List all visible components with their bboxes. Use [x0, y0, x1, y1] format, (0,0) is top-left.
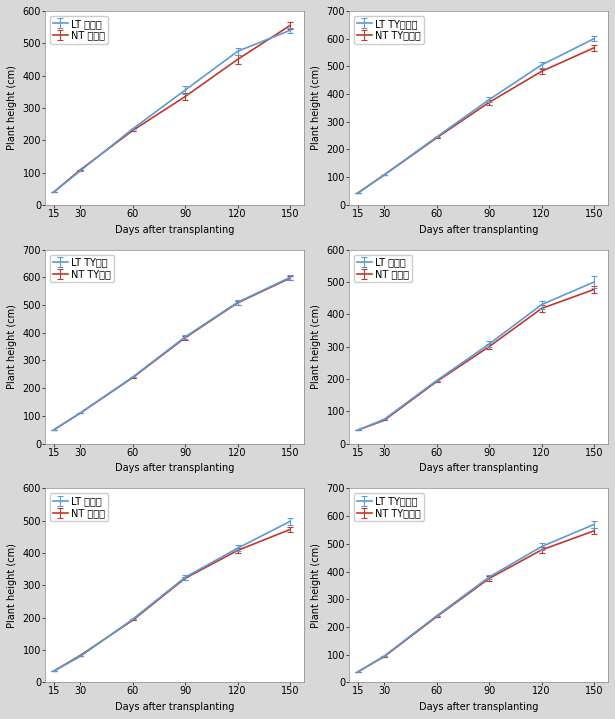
X-axis label: Days after transplanting: Days after transplanting: [419, 224, 538, 234]
Legend: LT 미니쳯, NT 미니쳯: LT 미니쳯, NT 미니쳯: [50, 16, 108, 44]
Y-axis label: Plant height (cm): Plant height (cm): [311, 304, 321, 389]
Y-axis label: Plant height (cm): Plant height (cm): [311, 543, 321, 628]
Legend: LT 유니켈, NT 유니켈: LT 유니켈, NT 유니켈: [354, 255, 413, 283]
Legend: LT 연폴핀, NT 연폴핀: LT 연폴핀, NT 연폴핀: [50, 493, 108, 521]
X-axis label: Days after transplanting: Days after transplanting: [115, 224, 234, 234]
Legend: LT TY카욤, NT TY카욤: LT TY카욤, NT TY카욤: [50, 255, 114, 283]
X-axis label: Days after transplanting: Days after transplanting: [115, 702, 234, 712]
X-axis label: Days after transplanting: Days after transplanting: [115, 463, 234, 473]
Y-axis label: Plant height (cm): Plant height (cm): [7, 65, 17, 150]
Y-axis label: Plant height (cm): Plant height (cm): [7, 304, 17, 389]
Legend: LT TY하이큐, NT TY하이큐: LT TY하이큐, NT TY하이큐: [354, 16, 424, 44]
Y-axis label: Plant height (cm): Plant height (cm): [311, 65, 321, 150]
X-axis label: Days after transplanting: Days after transplanting: [419, 463, 538, 473]
X-axis label: Days after transplanting: Days after transplanting: [419, 702, 538, 712]
Legend: LT TY시스팀, NT TY시스팀: LT TY시스팀, NT TY시스팀: [354, 493, 424, 521]
Y-axis label: Plant height (cm): Plant height (cm): [7, 543, 17, 628]
